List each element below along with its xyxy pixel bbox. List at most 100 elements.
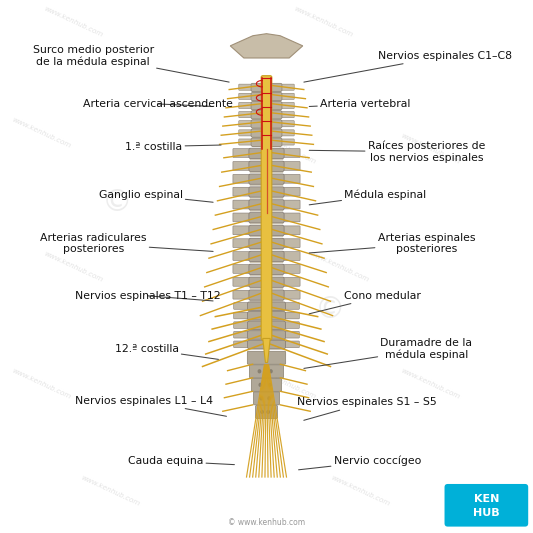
FancyBboxPatch shape	[248, 327, 285, 330]
FancyBboxPatch shape	[250, 272, 283, 276]
FancyBboxPatch shape	[239, 139, 253, 145]
FancyBboxPatch shape	[250, 208, 283, 211]
FancyBboxPatch shape	[249, 238, 284, 248]
Polygon shape	[230, 34, 303, 58]
FancyBboxPatch shape	[247, 302, 286, 310]
FancyBboxPatch shape	[253, 392, 280, 405]
Text: KEN: KEN	[474, 494, 499, 504]
FancyBboxPatch shape	[249, 174, 284, 184]
FancyBboxPatch shape	[248, 308, 285, 311]
FancyBboxPatch shape	[249, 161, 284, 172]
FancyBboxPatch shape	[249, 251, 284, 262]
FancyBboxPatch shape	[251, 120, 282, 128]
Text: 1.ª costilla: 1.ª costilla	[125, 142, 221, 151]
Text: Arteria cervical ascendente: Arteria cervical ascendente	[83, 99, 232, 109]
FancyBboxPatch shape	[249, 187, 284, 197]
FancyBboxPatch shape	[247, 311, 286, 320]
FancyBboxPatch shape	[251, 102, 282, 110]
FancyBboxPatch shape	[282, 161, 300, 171]
FancyBboxPatch shape	[233, 187, 251, 196]
FancyBboxPatch shape	[233, 341, 249, 348]
Text: Raíces posteriores de
los nervios espinales: Raíces posteriores de los nervios espina…	[309, 141, 485, 163]
FancyBboxPatch shape	[250, 247, 283, 250]
FancyBboxPatch shape	[284, 332, 300, 338]
FancyBboxPatch shape	[233, 252, 251, 261]
FancyBboxPatch shape	[282, 252, 300, 261]
Text: www.kenhub.com: www.kenhub.com	[43, 250, 103, 283]
FancyBboxPatch shape	[250, 285, 283, 288]
FancyBboxPatch shape	[248, 318, 285, 321]
FancyBboxPatch shape	[248, 346, 285, 350]
FancyBboxPatch shape	[280, 111, 294, 118]
Text: Arteria vertebral: Arteria vertebral	[309, 99, 410, 109]
Text: Nervio coccígeo: Nervio coccígeo	[298, 456, 421, 470]
FancyBboxPatch shape	[250, 233, 283, 237]
Text: Nervios espinales T1 – T12: Nervios espinales T1 – T12	[75, 291, 220, 301]
FancyBboxPatch shape	[249, 264, 284, 274]
Ellipse shape	[266, 410, 270, 414]
FancyBboxPatch shape	[282, 277, 300, 286]
Text: ©: ©	[315, 295, 346, 324]
FancyBboxPatch shape	[282, 200, 300, 209]
FancyBboxPatch shape	[284, 341, 300, 348]
FancyBboxPatch shape	[233, 290, 251, 299]
Text: ©: ©	[102, 188, 133, 217]
FancyBboxPatch shape	[282, 187, 300, 196]
FancyBboxPatch shape	[252, 117, 281, 119]
Text: www.kenhub.com: www.kenhub.com	[293, 5, 354, 38]
Polygon shape	[263, 338, 270, 362]
FancyBboxPatch shape	[249, 277, 284, 287]
FancyBboxPatch shape	[233, 277, 251, 286]
FancyBboxPatch shape	[249, 365, 284, 378]
FancyBboxPatch shape	[233, 200, 251, 209]
FancyBboxPatch shape	[233, 161, 251, 171]
FancyBboxPatch shape	[282, 149, 300, 157]
FancyBboxPatch shape	[282, 290, 300, 299]
Text: 12.ª costilla: 12.ª costilla	[115, 344, 219, 359]
FancyBboxPatch shape	[284, 303, 300, 309]
Text: www.kenhub.com: www.kenhub.com	[11, 367, 71, 400]
Ellipse shape	[260, 396, 263, 400]
Text: Nervios espinales L1 – L4: Nervios espinales L1 – L4	[75, 396, 227, 416]
FancyBboxPatch shape	[233, 213, 251, 222]
FancyBboxPatch shape	[239, 130, 253, 136]
FancyBboxPatch shape	[252, 99, 281, 101]
FancyBboxPatch shape	[247, 351, 286, 364]
FancyBboxPatch shape	[250, 169, 283, 173]
FancyBboxPatch shape	[252, 126, 281, 128]
FancyBboxPatch shape	[280, 139, 294, 145]
FancyBboxPatch shape	[233, 174, 251, 183]
FancyBboxPatch shape	[249, 225, 284, 236]
Text: Médula espinal: Médula espinal	[309, 189, 426, 205]
FancyBboxPatch shape	[252, 135, 281, 138]
Text: www.kenhub.com: www.kenhub.com	[330, 474, 391, 507]
FancyBboxPatch shape	[239, 84, 253, 90]
FancyBboxPatch shape	[248, 337, 285, 340]
FancyBboxPatch shape	[247, 341, 286, 349]
FancyBboxPatch shape	[247, 321, 286, 329]
FancyBboxPatch shape	[280, 93, 294, 99]
Text: Surco medio posterior
de la médula espinal: Surco medio posterior de la médula espin…	[33, 45, 229, 82]
FancyBboxPatch shape	[251, 129, 282, 137]
FancyBboxPatch shape	[233, 312, 249, 319]
FancyBboxPatch shape	[233, 239, 251, 247]
Text: HUB: HUB	[473, 508, 499, 518]
FancyBboxPatch shape	[250, 156, 283, 160]
FancyBboxPatch shape	[239, 120, 253, 127]
FancyBboxPatch shape	[239, 93, 253, 99]
Ellipse shape	[269, 369, 273, 374]
Text: www.kenhub.com: www.kenhub.com	[256, 367, 317, 400]
Text: Cauda equina: Cauda equina	[128, 456, 235, 466]
FancyBboxPatch shape	[282, 239, 300, 247]
Text: Arterias radiculares
posteriores: Arterias radiculares posteriores	[40, 233, 213, 254]
Text: www.kenhub.com: www.kenhub.com	[43, 5, 103, 38]
FancyBboxPatch shape	[282, 226, 300, 235]
FancyBboxPatch shape	[282, 264, 300, 273]
Text: Nervios espinales C1–C8: Nervios espinales C1–C8	[304, 51, 512, 82]
Text: Duramadre de la
médula espinal: Duramadre de la médula espinal	[304, 338, 472, 368]
FancyBboxPatch shape	[251, 83, 282, 92]
Text: www.kenhub.com: www.kenhub.com	[11, 117, 71, 150]
FancyBboxPatch shape	[284, 312, 300, 319]
Text: www.kenhub.com: www.kenhub.com	[400, 133, 461, 166]
FancyBboxPatch shape	[252, 378, 281, 391]
